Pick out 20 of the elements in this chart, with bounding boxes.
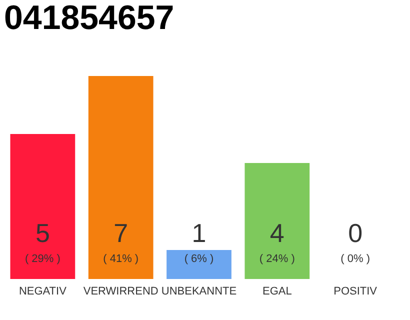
x-tick-label: POSITIV	[334, 286, 378, 298]
annotation: ( 0% )	[340, 253, 370, 265]
annotation: ( 24% )	[259, 253, 295, 265]
x-tick-label: EGAL	[262, 286, 292, 298]
bar	[88, 76, 154, 279]
data-label: 1	[192, 218, 206, 248]
bar	[166, 250, 232, 279]
annotation: ( 41% )	[103, 253, 139, 265]
x-tick-label: VERWIRREND	[83, 286, 158, 298]
bar	[244, 163, 310, 279]
bar	[10, 134, 76, 279]
chart-title: 041854657	[4, 0, 174, 37]
annotation: ( 6% )	[184, 253, 214, 265]
data-label: 7	[114, 218, 128, 248]
x-tick-label: UNBEKANNTE	[161, 286, 237, 298]
annotation: ( 29% )	[24, 253, 60, 265]
data-label: 5	[35, 218, 50, 248]
data-label: 0	[348, 218, 363, 248]
data-label: 4	[270, 218, 284, 248]
x-tick-label: NEGATIV	[18, 286, 68, 298]
